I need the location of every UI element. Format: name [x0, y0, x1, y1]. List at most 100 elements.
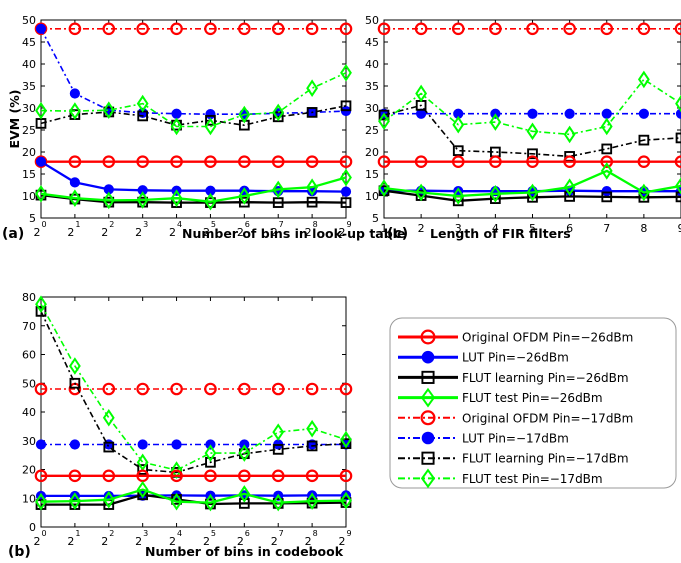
marker-dot: [137, 185, 148, 196]
y-tick-label: 0: [29, 521, 36, 534]
marker-circle: [451, 155, 465, 168]
marker-diamond: [306, 419, 319, 438]
marker-dot: [675, 108, 681, 119]
legend-entry-flutt17: FLUT test Pin=−17dBm: [398, 468, 603, 489]
marker-square: [564, 191, 575, 202]
marker-circle: [339, 22, 353, 36]
x-tick-label: 3: [455, 222, 462, 235]
marker-diamond: [136, 480, 149, 499]
marker-diamond: [35, 101, 47, 120]
marker-square: [238, 196, 250, 208]
x-tick-exponent: 7: [279, 529, 284, 538]
x-tick-exponent: 3: [143, 529, 148, 538]
marker-dot: [35, 23, 47, 34]
legend-entry-flutl17: FLUT learning Pin=−17dBm: [398, 451, 629, 466]
series-line-flutt17: [40, 72, 347, 128]
x-tick-label: 2: [271, 535, 278, 548]
legend-label: FLUT test Pin=−17dBm: [462, 472, 603, 486]
marker-circle: [170, 155, 183, 168]
y-tick-label: 30: [22, 102, 36, 115]
marker-circle: [637, 22, 651, 36]
marker-diamond: [415, 183, 428, 202]
marker-diamond: [204, 444, 217, 462]
marker-circle: [136, 382, 149, 396]
marker-circle: [271, 22, 285, 36]
marker-circle: [136, 22, 149, 36]
marker-diamond: [340, 168, 352, 187]
marker-diamond: [204, 117, 217, 136]
marker-diamond: [68, 357, 81, 375]
series-line-flutt17: [383, 78, 681, 136]
marker-diamond: [102, 101, 115, 119]
marker-diamond: [340, 491, 352, 510]
marker-diamond: [489, 185, 502, 203]
panel-label: (a): [2, 226, 24, 242]
marker-circle: [271, 382, 285, 396]
marker-circle: [170, 469, 183, 483]
marker-diamond: [238, 105, 251, 124]
marker-diamond: [600, 117, 613, 136]
marker-diamond: [415, 84, 428, 103]
x-tick-label: 2: [305, 226, 312, 239]
x-tick-label: 2: [418, 222, 425, 235]
panel-b: 0102030405060708020212223242526272829(b)…: [8, 291, 353, 560]
legend-entry-ofdm17: Original OFDM Pin=−17dBm: [398, 410, 633, 426]
marker-dot: [137, 439, 148, 450]
y-tick-label: 40: [22, 406, 36, 419]
x-tick-label: 2: [339, 226, 346, 239]
marker-circle: [204, 155, 217, 168]
marker-diamond: [340, 430, 352, 449]
x-tick-exponent: 4: [177, 529, 182, 538]
marker-diamond: [204, 192, 217, 211]
x-tick-label: 2: [237, 226, 244, 239]
x-tick-label: 2: [101, 226, 108, 239]
marker-square: [306, 107, 318, 118]
legend-label: Original OFDM Pin=−17dBm: [462, 411, 633, 425]
x-tick-label: 2: [203, 535, 210, 548]
marker-diamond: [420, 468, 436, 489]
x-axis-label: Number of bins in look-up table: [182, 226, 405, 241]
marker-dot: [421, 431, 435, 445]
marker-circle: [305, 469, 319, 483]
x-tick-label: 2: [135, 535, 142, 548]
marker-circle: [414, 155, 428, 168]
marker-diamond: [68, 102, 81, 120]
marker-circle: [451, 22, 465, 36]
y-tick-label: 5: [372, 212, 379, 225]
marker-circle: [563, 155, 576, 168]
marker-dot: [171, 108, 182, 119]
y-tick-label: 35: [365, 80, 379, 93]
marker-diamond: [378, 112, 390, 130]
marker-circle: [600, 22, 614, 36]
x-tick-exponent: 8: [313, 220, 318, 229]
marker-diamond: [102, 408, 115, 427]
marker-dot: [601, 186, 612, 197]
marker-square: [137, 464, 149, 475]
marker-circle: [68, 155, 82, 168]
x-tick-label: 2: [339, 535, 346, 548]
x-tick-exponent: 5: [211, 220, 216, 229]
axes-frame: [40, 296, 347, 528]
legend-label: LUT Pin=−17dBm: [462, 432, 569, 446]
panel-label: (b): [8, 544, 31, 560]
series-line-lut17: [40, 28, 347, 115]
y-tick-label: 20: [365, 146, 379, 159]
marker-diamond: [238, 485, 251, 503]
series-line-flutt26: [40, 176, 347, 203]
marker-square: [205, 456, 216, 468]
x-tick-label: 9: [678, 222, 681, 235]
series-line-flutl17: [40, 311, 347, 474]
marker-diamond: [378, 179, 390, 197]
x-tick-exponent: 0: [41, 220, 46, 229]
marker-diamond: [600, 162, 613, 180]
marker-diamond: [306, 492, 319, 510]
legend-label: FLUT test Pin=−26dBm: [462, 391, 603, 405]
y-tick-label: 15: [365, 168, 379, 181]
marker-dot: [69, 177, 80, 188]
marker-square: [35, 306, 47, 317]
marker-square: [69, 377, 81, 389]
x-tick-label: 2: [169, 226, 176, 239]
x-tick-label: 2: [67, 535, 74, 548]
marker-circle: [563, 22, 576, 36]
marker-diamond: [306, 178, 319, 196]
